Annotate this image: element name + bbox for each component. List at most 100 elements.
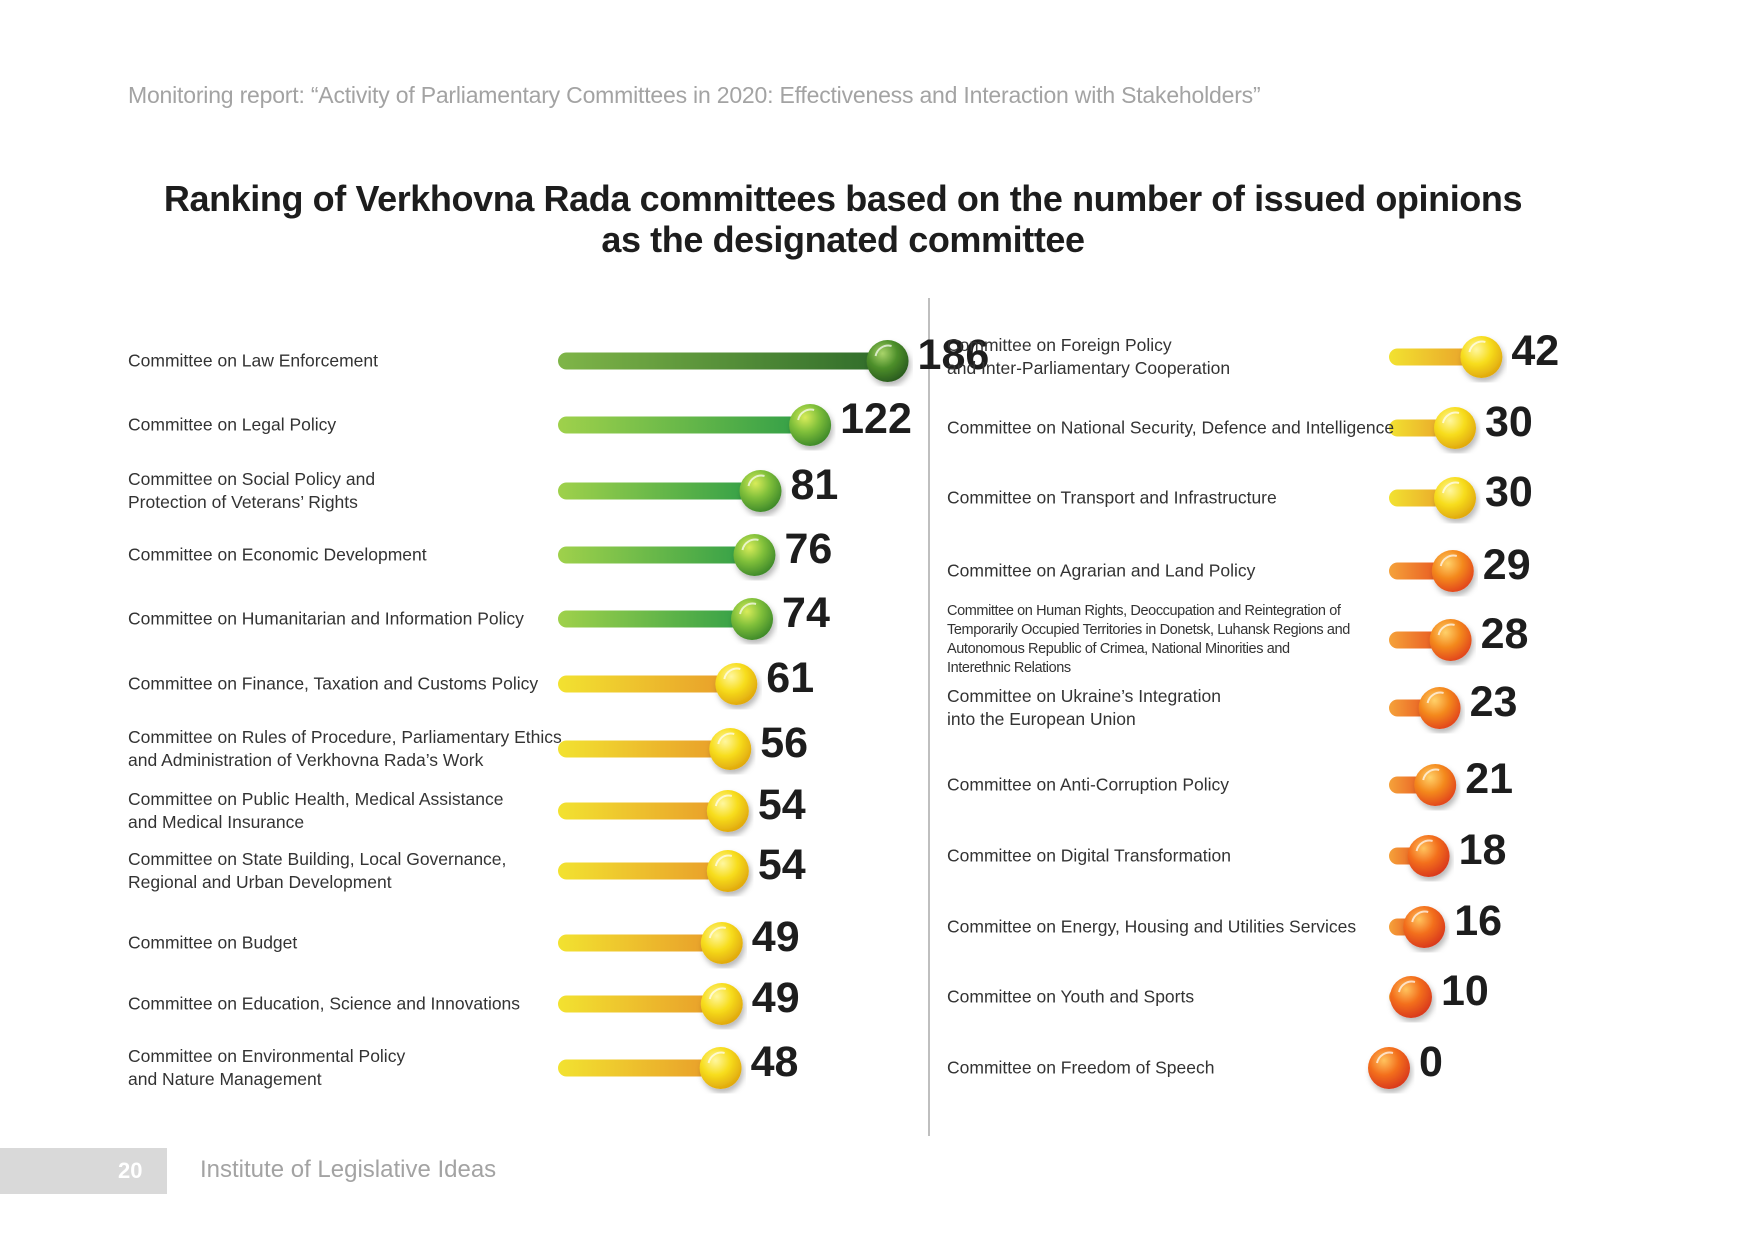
value-label: 56: [760, 719, 809, 767]
bar: [558, 802, 728, 820]
value-label: 81: [790, 461, 839, 509]
marker-highlight: [1398, 980, 1416, 993]
committee-label-line: Committee on Agrarian and Land Policy: [947, 560, 1256, 581]
committee-label-line: Committee on National Security, Defence …: [947, 417, 1395, 438]
value-label: 76: [784, 525, 833, 573]
committee-label-line: Committee on Transport and Infrastructur…: [947, 487, 1277, 508]
bar: [1389, 348, 1482, 366]
committee-label-line: Interethnic Relations: [947, 660, 1071, 676]
bar: [558, 995, 722, 1013]
committee-label-line: Committee on Education, Science and Inno…: [128, 993, 521, 1014]
committee-label-line: Committee on Legal Policy: [128, 414, 337, 435]
page-number-box: 20: [0, 1148, 167, 1194]
value-label: 18: [1458, 826, 1507, 874]
marker-highlight: [1468, 340, 1486, 353]
marker-highlight: [739, 602, 757, 615]
committee-label-line: Committee on State Building, Local Gover…: [128, 849, 507, 869]
marker-highlight: [1442, 411, 1460, 424]
committee-label: Committee on Ukraine’s Integration into t…: [947, 685, 1221, 731]
committee-label-line: and Nature Management: [128, 1069, 322, 1089]
marker-highlight: [1376, 1051, 1394, 1064]
report-header: Monitoring report: “Activity of Parliame…: [128, 82, 1261, 108]
committee-label-line: Committee on Rules of Procedure, Parliam…: [128, 727, 562, 747]
committee-label: Committee on Budget: [128, 932, 297, 955]
value-label: 21: [1465, 755, 1514, 803]
chart-title-line-2: as the designated committee: [601, 219, 1085, 260]
value-label: 48: [750, 1038, 799, 1086]
marker-highlight: [1442, 481, 1460, 494]
committee-label: Committee on Social Policy and Protection…: [128, 468, 375, 514]
marker-highlight: [797, 408, 815, 421]
marker-highlight: [708, 987, 727, 1000]
page-number: 20: [118, 1158, 143, 1183]
value-label: 29: [1482, 541, 1531, 589]
value-label: 74: [782, 589, 830, 637]
committee-label-line: Committee on Youth and Sports: [947, 986, 1195, 1007]
bar: [558, 416, 811, 434]
committee-label-line: Committee on Digital Transformation: [947, 845, 1231, 866]
committee-label-line: Autonomous Republic of Crimea, National …: [947, 641, 1290, 657]
committee-label-line: Regional and Urban Development: [128, 872, 392, 892]
committee-label-line: Committee on Foreign Policy: [947, 335, 1172, 355]
committee-label: Committee on Humanitarian and Informatio…: [128, 608, 524, 631]
committee-label-line: Committee on Humanitarian and Informatio…: [128, 608, 524, 629]
committee-label: Committee on Law Enforcement: [128, 350, 378, 373]
committee-label-line: Committee on Public Health, Medical Assi…: [128, 789, 504, 809]
committee-label: Committee on Public Health, Medical Assi…: [128, 788, 503, 834]
committee-label-line: Committee on Human Rights, Deoccupation …: [947, 603, 1341, 619]
committee-label-line: Committee on Law Enforcement: [128, 350, 378, 371]
value-label: 0: [1419, 1038, 1443, 1086]
committee-label: Committee on Energy, Housing and Utiliti…: [947, 916, 1356, 939]
committee-label-line: Committee on Anti-Corruption Policy: [947, 774, 1230, 795]
value-label: 10: [1441, 967, 1489, 1015]
bar: [558, 675, 737, 693]
value-label: 122: [840, 395, 912, 443]
committee-label-line: Committee on Budget: [128, 932, 298, 953]
marker-highlight: [714, 854, 733, 867]
committee-label: Committee on Agrarian and Land Policy: [947, 560, 1255, 583]
marker-highlight: [747, 474, 765, 487]
committee-label: Committee on Human Rights, Deoccupation …: [947, 602, 1350, 678]
value-label: 30: [1485, 468, 1533, 516]
committee-label-line: and Inter-Parliamentary Cooperation: [947, 358, 1231, 378]
committee-label-line: Committee on Freedom of Speech: [947, 1057, 1215, 1078]
chart-title: Ranking of Verkhovna Rada committees bas…: [0, 178, 1686, 260]
bar: [558, 546, 755, 564]
committee-label-line: into the European Union: [947, 709, 1136, 729]
committee-label: Committee on Education, Science and Inno…: [128, 993, 520, 1016]
committee-label-line: Committee on Social Policy and: [128, 469, 376, 489]
committee-label: Committee on Foreign Policy and Inter-Par…: [947, 334, 1230, 380]
marker-highlight: [1411, 910, 1429, 923]
marker-highlight: [874, 344, 892, 357]
bar: [558, 482, 761, 500]
committee-label: Committee on Digital Transformation: [947, 845, 1231, 868]
committee-label: Committee on Freedom of Speech: [947, 1057, 1215, 1080]
committee-label: Committee on National Security, Defence …: [947, 417, 1394, 440]
value-label: 61: [766, 654, 815, 702]
bar: [558, 862, 728, 880]
value-label: 23: [1469, 678, 1518, 726]
committee-label: Committee on Anti-Corruption Policy: [947, 774, 1229, 797]
committee-label-line: Committee on Energy, Housing and Utiliti…: [947, 916, 1357, 937]
footer-organization: Institute of Legislative Ideas: [200, 1156, 497, 1183]
committee-label: Committee on Transport and Infrastructur…: [947, 487, 1277, 510]
committee-label-line: Committee on Environmental Policy: [128, 1046, 406, 1066]
marker-highlight: [1439, 554, 1458, 567]
value-label: 54: [757, 841, 806, 889]
value-label: 42: [1511, 327, 1560, 375]
value-label: 49: [751, 974, 800, 1022]
committee-label-line: Temporarily Occupied Territories in Done…: [947, 622, 1350, 638]
marker-highlight: [741, 538, 759, 551]
bar: [558, 934, 722, 952]
committee-label: Committee on Rules of Procedure, Parliam…: [128, 726, 562, 772]
committee-label-line: and Administration of Verkhovna Rada’s W…: [128, 750, 484, 770]
committee-label: Committee on Youth and Sports: [947, 986, 1194, 1009]
marker-highlight: [1437, 623, 1455, 636]
committee-label-line: Committee on Finance, Taxation and Custo…: [128, 673, 539, 694]
committee-label: Committee on State Building, Local Gover…: [128, 848, 506, 894]
committee-label: Committee on Environmental Policy and Nat…: [128, 1045, 405, 1091]
committee-label-line: and Medical Insurance: [128, 812, 305, 832]
chart-title-line-1: Ranking of Verkhovna Rada committees bas…: [163, 178, 1523, 219]
committee-label-line: Protection of Veterans’ Rights: [128, 492, 358, 512]
